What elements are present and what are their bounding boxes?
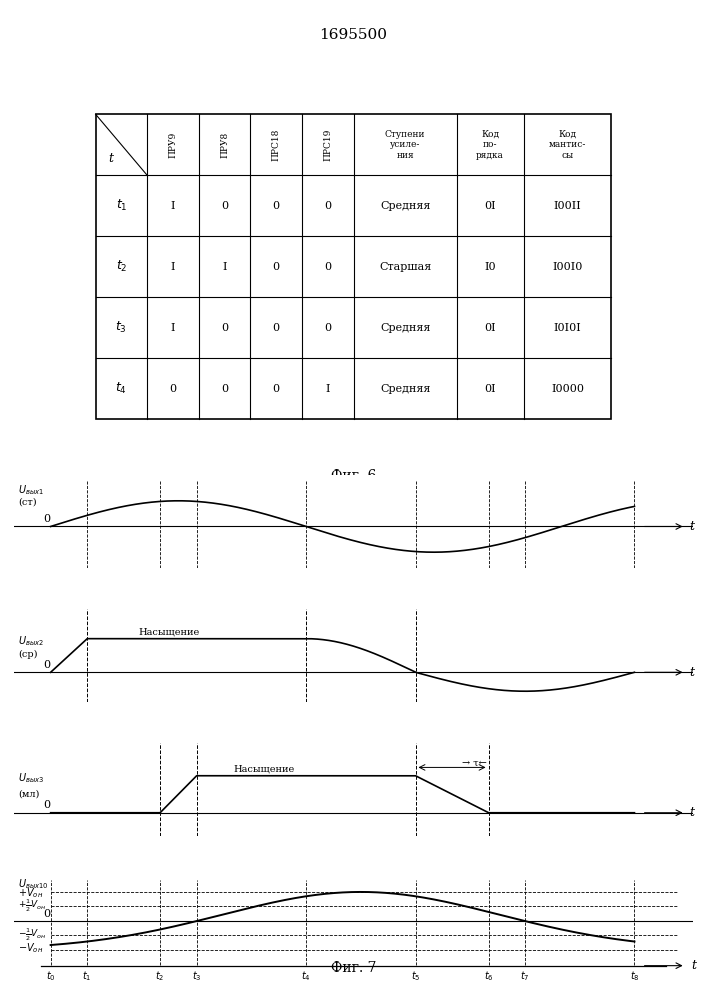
Text: 0: 0 — [43, 514, 50, 524]
Text: $t_{7}$: $t_{7}$ — [520, 969, 530, 983]
Text: Средняя: Средняя — [380, 323, 431, 333]
Text: I: I — [222, 262, 227, 272]
Text: Средняя: Средняя — [380, 201, 431, 211]
Text: I0000: I0000 — [551, 384, 584, 394]
Text: Насыщение: Насыщение — [138, 627, 199, 636]
Text: $-V_{он}$: $-V_{он}$ — [18, 941, 43, 955]
Text: ПРС18: ПРС18 — [271, 129, 281, 161]
Text: ПРС19: ПРС19 — [323, 129, 332, 161]
Text: $U_{вых1}$: $U_{вых1}$ — [18, 483, 44, 497]
Text: Ступени
усиле-
ния: Ступени усиле- ния — [385, 130, 426, 160]
Text: 0: 0 — [43, 660, 50, 670]
Text: $U_{вых2}$: $U_{вых2}$ — [18, 634, 44, 648]
Text: Старшая: Старшая — [379, 262, 431, 272]
Text: $t_3$: $t_3$ — [115, 320, 127, 335]
Text: Код
мантис-
сы: Код мантис- сы — [549, 130, 586, 160]
Text: t: t — [689, 666, 694, 679]
Text: $U_{вых10}$: $U_{вых10}$ — [18, 878, 49, 891]
Text: $+\frac{1}{2}V_{он}$: $+\frac{1}{2}V_{он}$ — [18, 897, 47, 914]
Text: 0I: 0I — [484, 201, 496, 211]
Text: I: I — [170, 323, 175, 333]
Text: I00II: I00II — [554, 201, 581, 211]
Text: t: t — [689, 806, 694, 819]
Text: 0I: 0I — [484, 384, 496, 394]
Text: $t_{1}$: $t_{1}$ — [83, 969, 92, 983]
Text: $t_1$: $t_1$ — [115, 198, 127, 213]
Text: 0: 0 — [273, 323, 280, 333]
Text: I: I — [170, 201, 175, 211]
Text: I: I — [325, 384, 330, 394]
Text: $t_{2}$: $t_{2}$ — [156, 969, 165, 983]
Text: I00I0: I00I0 — [552, 262, 583, 272]
Text: 0: 0 — [273, 384, 280, 394]
Text: 0: 0 — [273, 262, 280, 272]
Text: 1695500: 1695500 — [320, 28, 387, 42]
Text: Средняя: Средняя — [380, 384, 431, 394]
Text: 0: 0 — [324, 323, 332, 333]
Text: 0: 0 — [43, 909, 50, 919]
Text: 0: 0 — [324, 262, 332, 272]
Text: t: t — [109, 152, 114, 165]
Text: $t_{6}$: $t_{6}$ — [484, 969, 493, 983]
Text: I0I0I: I0I0I — [554, 323, 581, 333]
Text: $U_{вых3}$: $U_{вых3}$ — [18, 771, 44, 785]
Text: t: t — [689, 520, 694, 533]
Text: 0: 0 — [273, 201, 280, 211]
Text: $t_{0}$: $t_{0}$ — [46, 969, 55, 983]
Text: $t_{8}$: $t_{8}$ — [630, 969, 639, 983]
Text: $t_{4}$: $t_{4}$ — [301, 969, 311, 983]
Text: $t_{3}$: $t_{3}$ — [192, 969, 201, 983]
Text: 0: 0 — [221, 384, 228, 394]
Text: → τ←: → τ← — [462, 759, 486, 768]
Text: I: I — [170, 262, 175, 272]
Text: (ст): (ст) — [18, 498, 37, 507]
Text: 0I: 0I — [484, 323, 496, 333]
Text: 0: 0 — [221, 323, 228, 333]
Bar — [95, 114, 612, 419]
Text: 0: 0 — [221, 201, 228, 211]
Text: t: t — [691, 959, 696, 972]
Text: $+V_{он}$: $+V_{он}$ — [18, 886, 43, 900]
Text: Фиг. 7: Фиг. 7 — [331, 961, 376, 975]
Text: I0: I0 — [484, 262, 496, 272]
Text: 0: 0 — [43, 800, 50, 810]
Text: (ср): (ср) — [18, 650, 37, 659]
Text: ПРУ8: ПРУ8 — [220, 132, 229, 158]
Text: (мл): (мл) — [18, 789, 39, 798]
Text: $t_4$: $t_4$ — [115, 381, 127, 396]
Text: Насыщение: Насыщение — [233, 764, 294, 773]
Text: 0: 0 — [324, 201, 332, 211]
Text: 0: 0 — [170, 384, 177, 394]
Text: $t_{5}$: $t_{5}$ — [411, 969, 421, 983]
Text: $t_2$: $t_2$ — [116, 259, 127, 274]
Text: ПРУ9: ПРУ9 — [168, 132, 177, 158]
Text: $-\frac{1}{2}V_{он}$: $-\frac{1}{2}V_{он}$ — [18, 926, 47, 943]
Text: Фиг. 6: Фиг. 6 — [331, 469, 376, 483]
Text: Код
по-
рядка: Код по- рядка — [477, 130, 504, 160]
